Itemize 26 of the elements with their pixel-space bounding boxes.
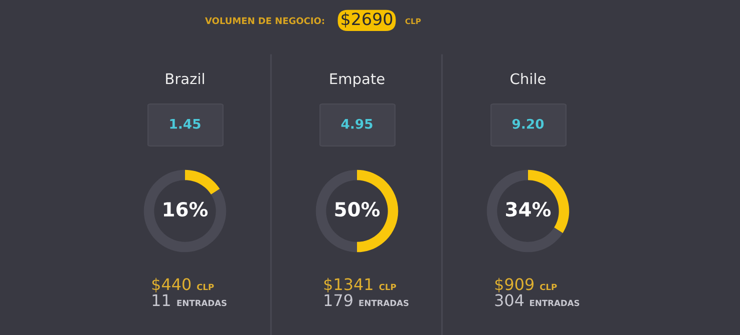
text: $440 — [152, 278, 191, 292]
text: 304 — [495, 294, 524, 306]
chart-title: Chile — [510, 72, 546, 84]
text: CLP — [197, 284, 214, 290]
text: 11 — [152, 294, 170, 306]
donut-slice — [185, 170, 220, 194]
donut-slice — [486, 170, 563, 252]
text: ENTRADAS — [177, 300, 226, 306]
text: 179 — [324, 294, 352, 306]
donut-slice — [144, 170, 226, 252]
text: VOLUMEN DE NEGOCIO: — [205, 17, 324, 24]
text: CLP — [379, 284, 396, 290]
text: 1.45 — [170, 119, 200, 129]
chart-title: Brazil — [166, 72, 204, 84]
text: ENTRADAS — [359, 300, 408, 306]
chart-title: Empate — [330, 73, 384, 88]
data-label: 16% — [164, 202, 208, 217]
text: $909 — [495, 278, 534, 292]
text: 9.20 — [512, 118, 544, 129]
text: CLP — [540, 284, 557, 290]
text: 4.95 — [341, 118, 372, 129]
text: ENTRADAS — [530, 300, 580, 306]
data-label: 34% — [506, 202, 551, 217]
text: $2690 — [342, 12, 392, 28]
text: $1341 — [324, 278, 372, 292]
data-label: 50% — [335, 202, 380, 217]
